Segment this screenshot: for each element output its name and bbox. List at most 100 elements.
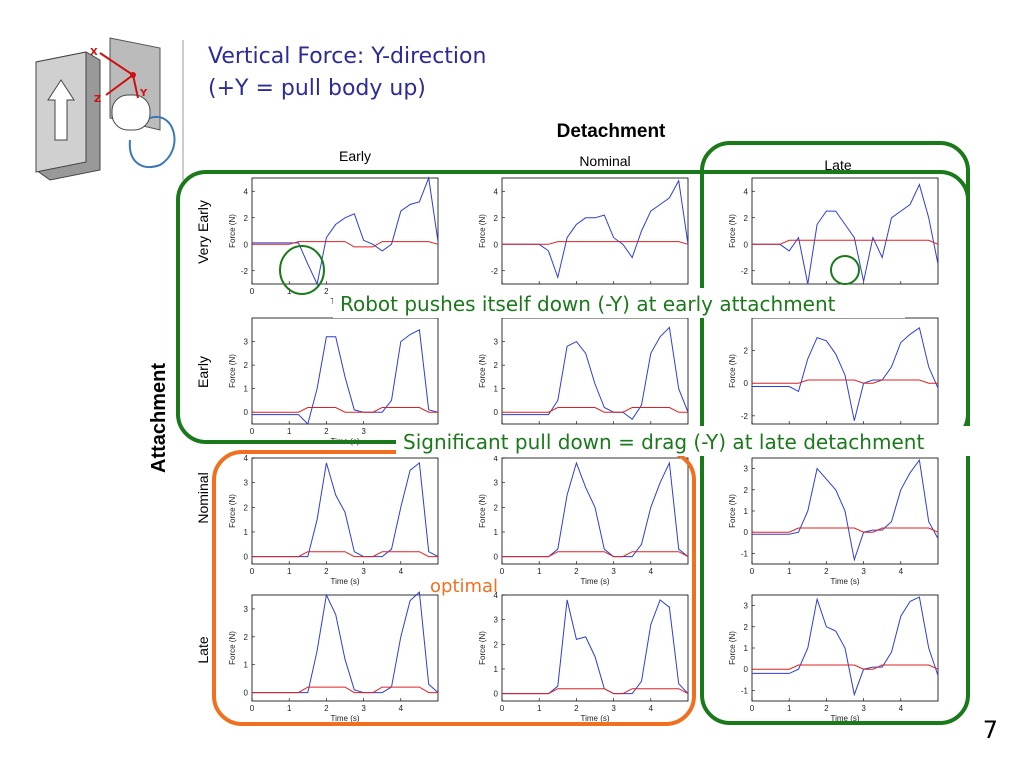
y-axis-label: Force (N) — [728, 214, 737, 248]
highlight-circle — [830, 255, 860, 285]
x-tick-label: 1 — [287, 567, 292, 576]
y-tick-label: 1 — [244, 528, 249, 537]
y-tick-label: 1 — [494, 385, 499, 394]
small-chart: 012-2024Time (s)Force (N) — [228, 176, 439, 306]
y-tick-label: 0 — [244, 553, 249, 562]
y-tick-label: 2 — [744, 347, 749, 356]
title-line: (+Y = pull body up) — [208, 76, 426, 101]
x-tick-label: 1 — [287, 704, 292, 713]
y-tick-label: 1 — [244, 661, 249, 670]
annotation-background — [333, 288, 905, 318]
annotation: optimal — [430, 576, 498, 597]
y-axis-label: Force (N) — [228, 354, 237, 388]
y-tick-label: 0 — [494, 690, 499, 699]
x-tick-label: 4 — [899, 704, 904, 713]
plot-frame — [751, 317, 939, 425]
annotation-background — [396, 426, 988, 456]
y-tick-label: 2 — [744, 486, 749, 495]
x-tick-label: 3 — [361, 427, 366, 436]
x-tick-label: 2 — [574, 704, 579, 713]
plot-grid: 0 1 2 -2 0 2 4 Time (s) Force (N) 0 1 2 3 4 -2 0 2 4 Time … — [228, 176, 939, 723]
x-axis-label: Time (s) — [580, 714, 609, 723]
force-line — [252, 686, 438, 694]
y-axis-label: Force (N) — [228, 631, 237, 665]
plot-frame — [251, 457, 439, 565]
x-tick-label: 3 — [361, 567, 366, 576]
x-tick-label: 2 — [574, 567, 579, 576]
x-tick-label: 1 — [787, 704, 792, 713]
y-tick-label: 3 — [494, 338, 499, 347]
force-line — [252, 241, 439, 248]
force-line — [752, 239, 939, 245]
y-tick-label: 0 — [744, 240, 749, 249]
svg-text:X: X — [90, 47, 98, 58]
x-tick-label: 4 — [899, 567, 904, 576]
force-line — [502, 407, 688, 413]
x-tick-label: 4 — [649, 567, 654, 576]
y-tick-label: 2 — [494, 640, 499, 649]
force-line — [752, 379, 938, 384]
y-tick-label: 0 — [244, 408, 249, 417]
force-line — [752, 183, 939, 285]
x-tick-label: 0 — [500, 704, 505, 713]
y-tick-label: 3 — [744, 465, 749, 474]
y-tick-label: 4 — [494, 454, 499, 463]
y-tick-label: 4 — [244, 187, 249, 196]
x-tick-label: 3 — [361, 704, 366, 713]
y-tick-label: 4 — [494, 187, 499, 196]
column-header: Detachment — [557, 121, 666, 142]
y-tick-label: 1 — [494, 528, 499, 537]
y-tick-label: 0 — [494, 408, 499, 417]
x-tick-label: 2 — [324, 287, 329, 296]
column-label: Nominal — [579, 153, 630, 169]
plot-frame — [501, 457, 689, 565]
force-line — [252, 176, 439, 286]
row-label: Late — [195, 636, 211, 663]
plot-frame — [501, 177, 689, 285]
plot-frame — [251, 594, 439, 702]
force-line — [502, 326, 689, 421]
y-tick-label: 0 — [244, 689, 249, 698]
y-tick-label: 2 — [244, 361, 249, 370]
plot-frame — [751, 177, 939, 285]
small-chart: 0 1 2 3 4 0 1 2 3 4 Time (s) Force (N) — [228, 454, 439, 586]
y-tick-label: 0 — [494, 553, 499, 562]
y-tick-label: 3 — [744, 602, 749, 611]
y-tick-label: -2 — [241, 267, 249, 276]
y-axis-label: Force (N) — [728, 354, 737, 388]
y-axis-label: Force (N) — [228, 494, 237, 528]
x-tick-label: 4 — [399, 704, 404, 713]
y-tick-label: 3 — [494, 616, 499, 625]
robot-illustration: X Z Y — [35, 37, 176, 181]
plot-frame — [501, 317, 689, 425]
y-axis-label: Force (N) — [478, 354, 487, 388]
x-tick-label: 0 — [250, 427, 255, 436]
y-tick-label: 3 — [494, 479, 499, 488]
y-tick-label: -1 — [741, 686, 749, 695]
x-tick-label: 4 — [399, 567, 404, 576]
x-tick-label: 1 — [537, 704, 542, 713]
y-axis-label: Force (N) — [478, 494, 487, 528]
y-tick-label: 1 — [744, 644, 749, 653]
x-tick-label: 2 — [824, 567, 829, 576]
x-tick-label: 0 — [500, 567, 505, 576]
force-line — [252, 329, 439, 425]
plot-frame — [251, 177, 439, 285]
annotation: Significant pull down = drag (-Y) at lat… — [403, 430, 924, 454]
y-tick-label: -2 — [741, 412, 749, 421]
y-tick-label: 0 — [744, 528, 749, 537]
x-axis-label: Time (s) — [830, 714, 859, 723]
x-tick-label: 2 — [324, 704, 329, 713]
x-tick-label: 1 — [537, 567, 542, 576]
x-axis-label: Time (s) — [580, 577, 609, 586]
row-label: Nominal — [195, 472, 211, 523]
y-tick-label: 2 — [744, 214, 749, 223]
y-axis-label: Force (N) — [478, 631, 487, 665]
y-tick-label: 4 — [244, 454, 249, 463]
x-axis-label: Time (s) — [330, 577, 359, 586]
